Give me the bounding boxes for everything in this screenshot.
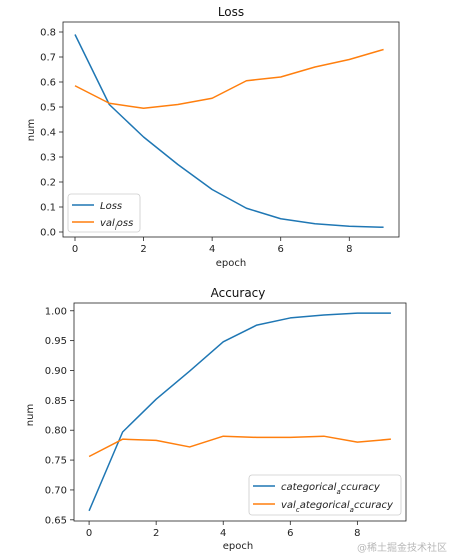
accuracy-series-line-val-categorical-accuracy [88,435,391,458]
accuracy-series-line-categorical-accuracy [88,312,391,512]
accuracy-y-axis-label: num [25,404,36,426]
loss-y-tick-label-1: 0.1 [40,203,56,214]
accuracy-y-tick-label-6: 0.95 [45,336,67,347]
loss-legend: Loss valloss [67,193,141,233]
loss-legend-label-val-loss: valloss [100,218,133,232]
accuracy-y-tick-label-3: 0.80 [45,426,67,437]
accuracy-legend-box [248,474,402,516]
accuracy-plot-area [73,302,407,522]
accuracy-y-tick-label-1: 0.70 [45,485,67,496]
accuracy-legend-label-train: categoricalaccuracy [281,482,381,496]
accuracy-legend: categoricalaccuracy valcategoricalaccura… [248,474,402,516]
accuracy-y-tick-label-0: 0.65 [45,515,67,526]
loss-y-tick-label-6: 0.6 [40,78,56,89]
loss-chart: Loss epoch num 0 2 4 6 8 0.0 0.1 0.2 0.3 0.4 0.5 0.… [26,5,400,269]
loss-y-tick-label-4: 0.4 [40,128,56,139]
accuracy-y-tick-label-5: 0.90 [45,366,67,377]
accuracy-x-tick-label-0: 0 [86,528,92,539]
loss-x-tick-label-2: 4 [209,244,215,255]
loss-x-tick-label-3: 6 [278,244,284,255]
accuracy-x-axis-label: epoch [223,541,253,552]
loss-y-tick-label-3: 0.3 [40,153,56,164]
accuracy-y-tick-label-4: 0.85 [45,396,67,407]
accuracy-x-tick-label-1: 2 [153,528,159,539]
watermark: @稀土掘金技术社区 [357,543,447,554]
accuracy-y-tick-label-2: 0.75 [45,456,67,467]
accuracy-x-tick-label-3: 6 [287,528,293,539]
accuracy-chart-title: Accuracy [211,286,266,300]
loss-y-tick-label-8: 0.8 [40,28,56,39]
loss-legend-label-loss: Loss [100,201,122,212]
loss-x-tick-label-4: 8 [346,244,352,255]
accuracy-y-tick-label-7: 1.00 [45,306,67,317]
loss-plot-area [62,21,400,238]
loss-y-axis-label: num [26,119,37,141]
loss-y-tick-label-5: 0.5 [40,103,56,114]
accuracy-legend-label-val: valcategoricalaccuracy [281,500,394,514]
loss-chart-title: Loss [218,5,244,19]
loss-y-tick-label-0: 0.0 [40,228,56,239]
accuracy-x-tick-label-2: 4 [220,528,226,539]
loss-x-tick-label-1: 2 [140,244,146,255]
accuracy-chart: Accuracy epoch num 0 2 4 6 8 0.65 0.70 0.75 0.80… [25,286,407,552]
loss-x-tick-label-0: 0 [72,244,78,255]
loss-x-axis-label: epoch [216,258,246,269]
loss-y-tick-label-7: 0.7 [40,53,56,64]
loss-y-tick-label-2: 0.2 [40,178,56,189]
loss-series-line-loss [74,34,384,228]
loss-series-line-val-loss [74,48,384,109]
accuracy-x-tick-label-4: 8 [354,528,360,539]
